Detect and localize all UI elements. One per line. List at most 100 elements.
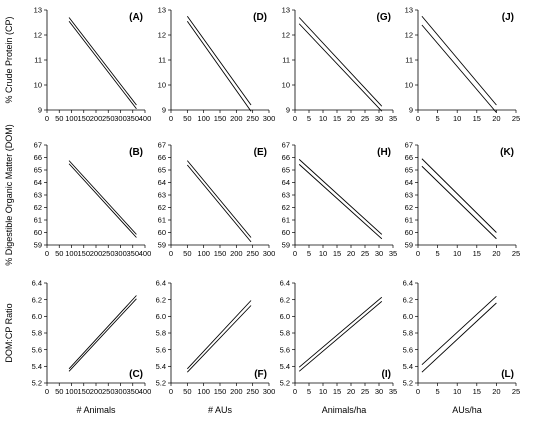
x-tick-label: 50	[55, 387, 63, 396]
panel-k: 0 5 10 15 20 25 59 60 61 62 63 64 65 66 67 (K)	[405, 141, 521, 258]
x-tick-label: 0	[169, 114, 173, 123]
x-tick-label: 10	[319, 249, 327, 258]
y-tick-label: 6.4	[156, 279, 166, 288]
y-tick-label: 60	[34, 228, 42, 237]
x-tick-label: 350	[126, 249, 139, 258]
y-tick-label: 11	[158, 56, 166, 65]
y-tick-label: 5.4	[280, 362, 290, 371]
y-tick-label: 60	[405, 228, 413, 237]
y-tick-label: 6.2	[32, 295, 42, 304]
x-tick-label: 400	[139, 114, 152, 123]
panel-f: 0 50 100 150 200 250 300 5.2 5.4 5.6 5.8 6.0 6.2 6.4 (…	[156, 279, 276, 415]
series-line-1	[421, 158, 497, 233]
y-tick-label: 11	[282, 56, 290, 65]
x-tick-label: 35	[389, 249, 397, 258]
panel-g: 0 5 10 15 20 25 30 35 9 10 11 12 13 (G)	[282, 6, 398, 123]
y-tick-label: 5.8	[32, 329, 42, 338]
y-tick-label: 12	[158, 31, 166, 40]
x-tick-label: 300	[263, 114, 276, 123]
y-tick-label: 63	[405, 191, 413, 200]
y-tick-label: 10	[282, 81, 290, 90]
x-tick-label: 15	[473, 387, 481, 396]
x-tick-label: 15	[473, 114, 481, 123]
x-tick-label: 200	[90, 114, 103, 123]
series-line-1	[186, 160, 252, 238]
x-tick-label: 0	[293, 249, 297, 258]
x-tick-label: 100	[197, 249, 210, 258]
y-tick-label: 5.2	[32, 379, 42, 388]
y-tick-label: 63	[34, 191, 42, 200]
x-tick-label: 50	[55, 114, 63, 123]
x-tick-label: 10	[453, 114, 461, 123]
y-tick-label: 61	[34, 216, 42, 225]
y-tick-label: 5.4	[32, 362, 42, 371]
y-tick-label: 10	[34, 81, 42, 90]
y-tick-label: 6.4	[403, 279, 413, 288]
series-line-1	[68, 17, 137, 106]
series-line-1	[187, 300, 252, 370]
x-tick-label: 5	[307, 249, 311, 258]
y-tick-label: 66	[34, 153, 42, 162]
x-tick-label: 400	[139, 387, 152, 396]
series-line-1	[68, 160, 137, 235]
series-line-2	[298, 300, 383, 372]
series-line-2	[421, 24, 497, 113]
x-tick-label: 5	[436, 387, 440, 396]
y-tick-label: 67	[34, 141, 42, 150]
y-tick-label: 5.4	[156, 362, 166, 371]
panel-label: (H)	[377, 147, 391, 158]
y-tick-label: 9	[286, 106, 290, 115]
y-tick-label: 59	[405, 241, 413, 250]
y-tick-label: 12	[34, 31, 42, 40]
y-tick-label: 5.2	[156, 379, 166, 388]
y-tick-label: 5.6	[280, 345, 290, 354]
series-line-2	[421, 302, 497, 373]
x-tick-label: 100	[65, 249, 78, 258]
series-line-2	[298, 23, 383, 112]
x-tick-label: 0	[293, 114, 297, 123]
series-line-2	[186, 20, 252, 112]
series-line-2	[421, 165, 497, 240]
x-tick-label: 100	[197, 387, 210, 396]
panel-d: 0 50 100 150 200 250 300 9 10 11 12 13 (D)	[158, 6, 276, 123]
y-tick-label: 11	[34, 56, 42, 65]
y-tick-label: 5.8	[280, 329, 290, 338]
y-tick-label: 10	[405, 81, 413, 90]
x-tick-label: 25	[361, 387, 369, 396]
y-tick-label: 64	[34, 178, 42, 187]
panel-label: (E)	[254, 147, 267, 158]
x-tick-label: 100	[197, 114, 210, 123]
series-line-2	[68, 298, 137, 372]
y-tick-label: 6.2	[156, 295, 166, 304]
y-tick-label: 66	[158, 153, 166, 162]
x-tick-label: 300	[114, 249, 127, 258]
y-tick-label: 67	[282, 141, 290, 150]
x-tick-label: 150	[77, 114, 90, 123]
x-tick-label: 200	[90, 387, 103, 396]
y-tick-label: 6.0	[32, 312, 42, 321]
series-line-1	[68, 295, 137, 370]
x-tick-label: 10	[319, 114, 327, 123]
y-tick-label: 63	[282, 191, 290, 200]
x-tick-label: 35	[389, 387, 397, 396]
x-tick-label: 0	[169, 387, 173, 396]
panel-b: 0 50 100 150 200 250 300 350 400 59 60 61 62 63 64 65 66…	[4, 124, 151, 266]
series-line-1	[298, 296, 383, 368]
y-tick-label: 10	[158, 81, 166, 90]
x-tick-label: 5	[307, 114, 311, 123]
x-tick-label: 20	[492, 249, 500, 258]
x-tick-label: 50	[183, 249, 191, 258]
x-tick-label: 400	[139, 249, 152, 258]
panel-h: 0 5 10 15 20 25 30 35 59 60 61 62 63 64 65 66 67 (H)	[282, 141, 398, 258]
x-tick-label: 0	[416, 114, 420, 123]
series-line-1	[298, 17, 383, 107]
x-tick-label: 150	[77, 249, 90, 258]
y-tick-label: 9	[162, 106, 166, 115]
panel-label: (C)	[129, 369, 143, 380]
y-tick-label: 6.0	[156, 312, 166, 321]
x-tick-label: 50	[55, 249, 63, 258]
panel-label: (B)	[129, 147, 143, 158]
x-tick-label: 35	[389, 114, 397, 123]
y-tick-label: 5.8	[156, 329, 166, 338]
